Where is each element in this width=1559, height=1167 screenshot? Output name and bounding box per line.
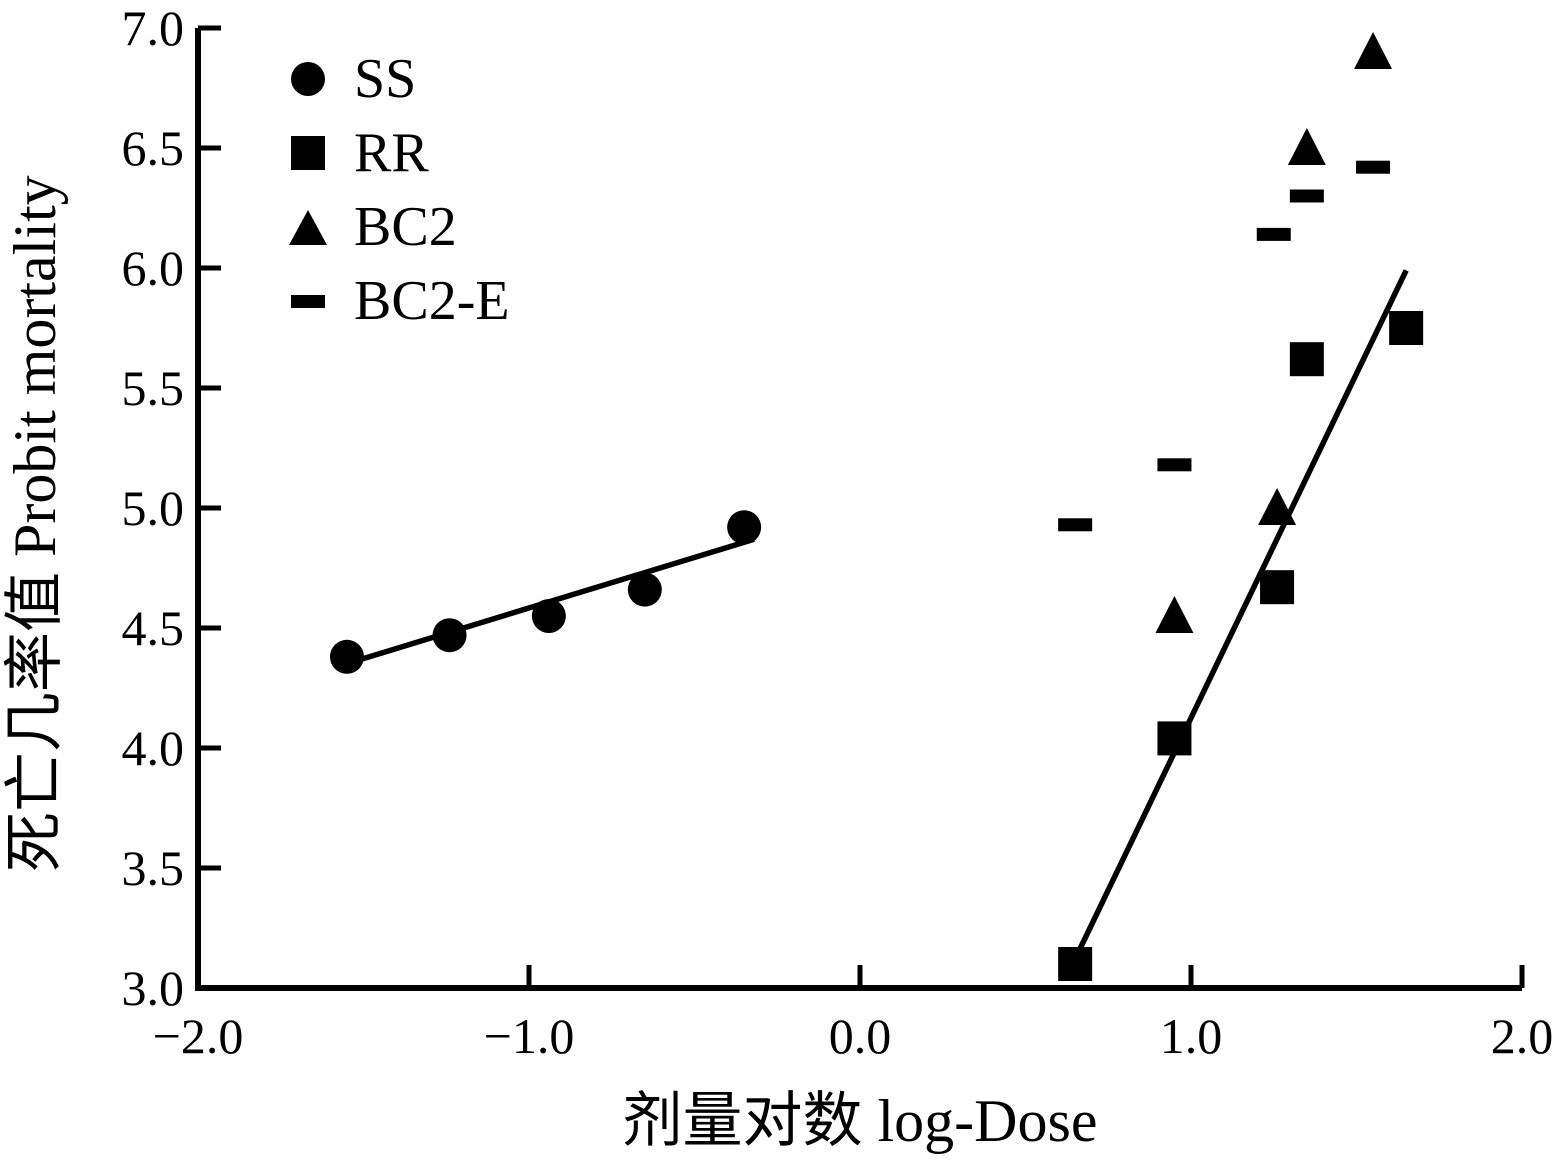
legend-item-rr: RR (280, 116, 510, 190)
x-tick-label: 2.0 (1491, 1008, 1554, 1064)
y-tick-label: 4.0 (122, 720, 185, 776)
x-axis-title: 剂量对数 log-Dose (622, 1088, 1098, 1154)
ss-data-point (432, 618, 467, 653)
rr-data-point (1289, 342, 1324, 377)
rr-data-point (1260, 570, 1295, 605)
rr-data-point (1157, 721, 1192, 756)
legend-label-bc2: BC2 (354, 196, 457, 258)
legend-item-bc2e: BC2-E (280, 264, 510, 338)
ss-data-point (531, 599, 566, 633)
dash-marker-icon (280, 294, 336, 308)
rr-fit-line (1075, 269, 1409, 954)
y-tick-label: 5.5 (122, 360, 185, 416)
bc2-e-data-point (1256, 227, 1291, 241)
bc2-data-point (1155, 596, 1194, 633)
y-tick-label: 3.5 (122, 840, 185, 896)
legend-label-ss: SS (354, 48, 417, 110)
bc2-data-point (1258, 488, 1297, 525)
x-tick-label: 1.0 (1160, 1008, 1223, 1064)
y-tick-label: 7.0 (122, 0, 185, 56)
ss-data-point (329, 639, 364, 674)
x-tick-label: −2.0 (153, 1008, 244, 1064)
bc2-e-data-point (1356, 160, 1391, 174)
x-tick-label: −1.0 (484, 1008, 575, 1064)
bc2-e-data-point (1157, 458, 1192, 472)
circle-marker-icon (280, 62, 336, 96)
square-marker-icon (280, 136, 336, 170)
y-tick-label: 6.5 (122, 120, 185, 176)
bc2-e-data-point (1289, 189, 1324, 203)
bc2-data-point (1354, 32, 1393, 69)
bc2-e-data-point (1058, 518, 1093, 532)
triangle-marker-icon (280, 209, 336, 245)
legend-item-ss: SS (280, 42, 510, 116)
x-tick-label: 0.0 (829, 1008, 892, 1064)
legend: SS RR BC2 BC2-E (280, 42, 510, 338)
y-tick-label: 5.0 (122, 480, 185, 536)
rr-data-point (1389, 311, 1424, 345)
ss-data-point (627, 572, 662, 607)
ss-data-point (727, 510, 762, 545)
y-tick-label: 4.5 (122, 600, 185, 656)
bc2-data-point (1287, 128, 1326, 165)
legend-label-rr: RR (354, 122, 429, 184)
y-tick-label: 6.0 (122, 240, 185, 296)
rr-data-point (1058, 947, 1093, 981)
y-axis-title: 死亡几率值 Probit mortality (2, 175, 68, 872)
legend-item-bc2: BC2 (280, 190, 510, 264)
y-tick-label: 3.0 (122, 960, 185, 1016)
legend-label-bc2e: BC2-E (354, 270, 510, 332)
